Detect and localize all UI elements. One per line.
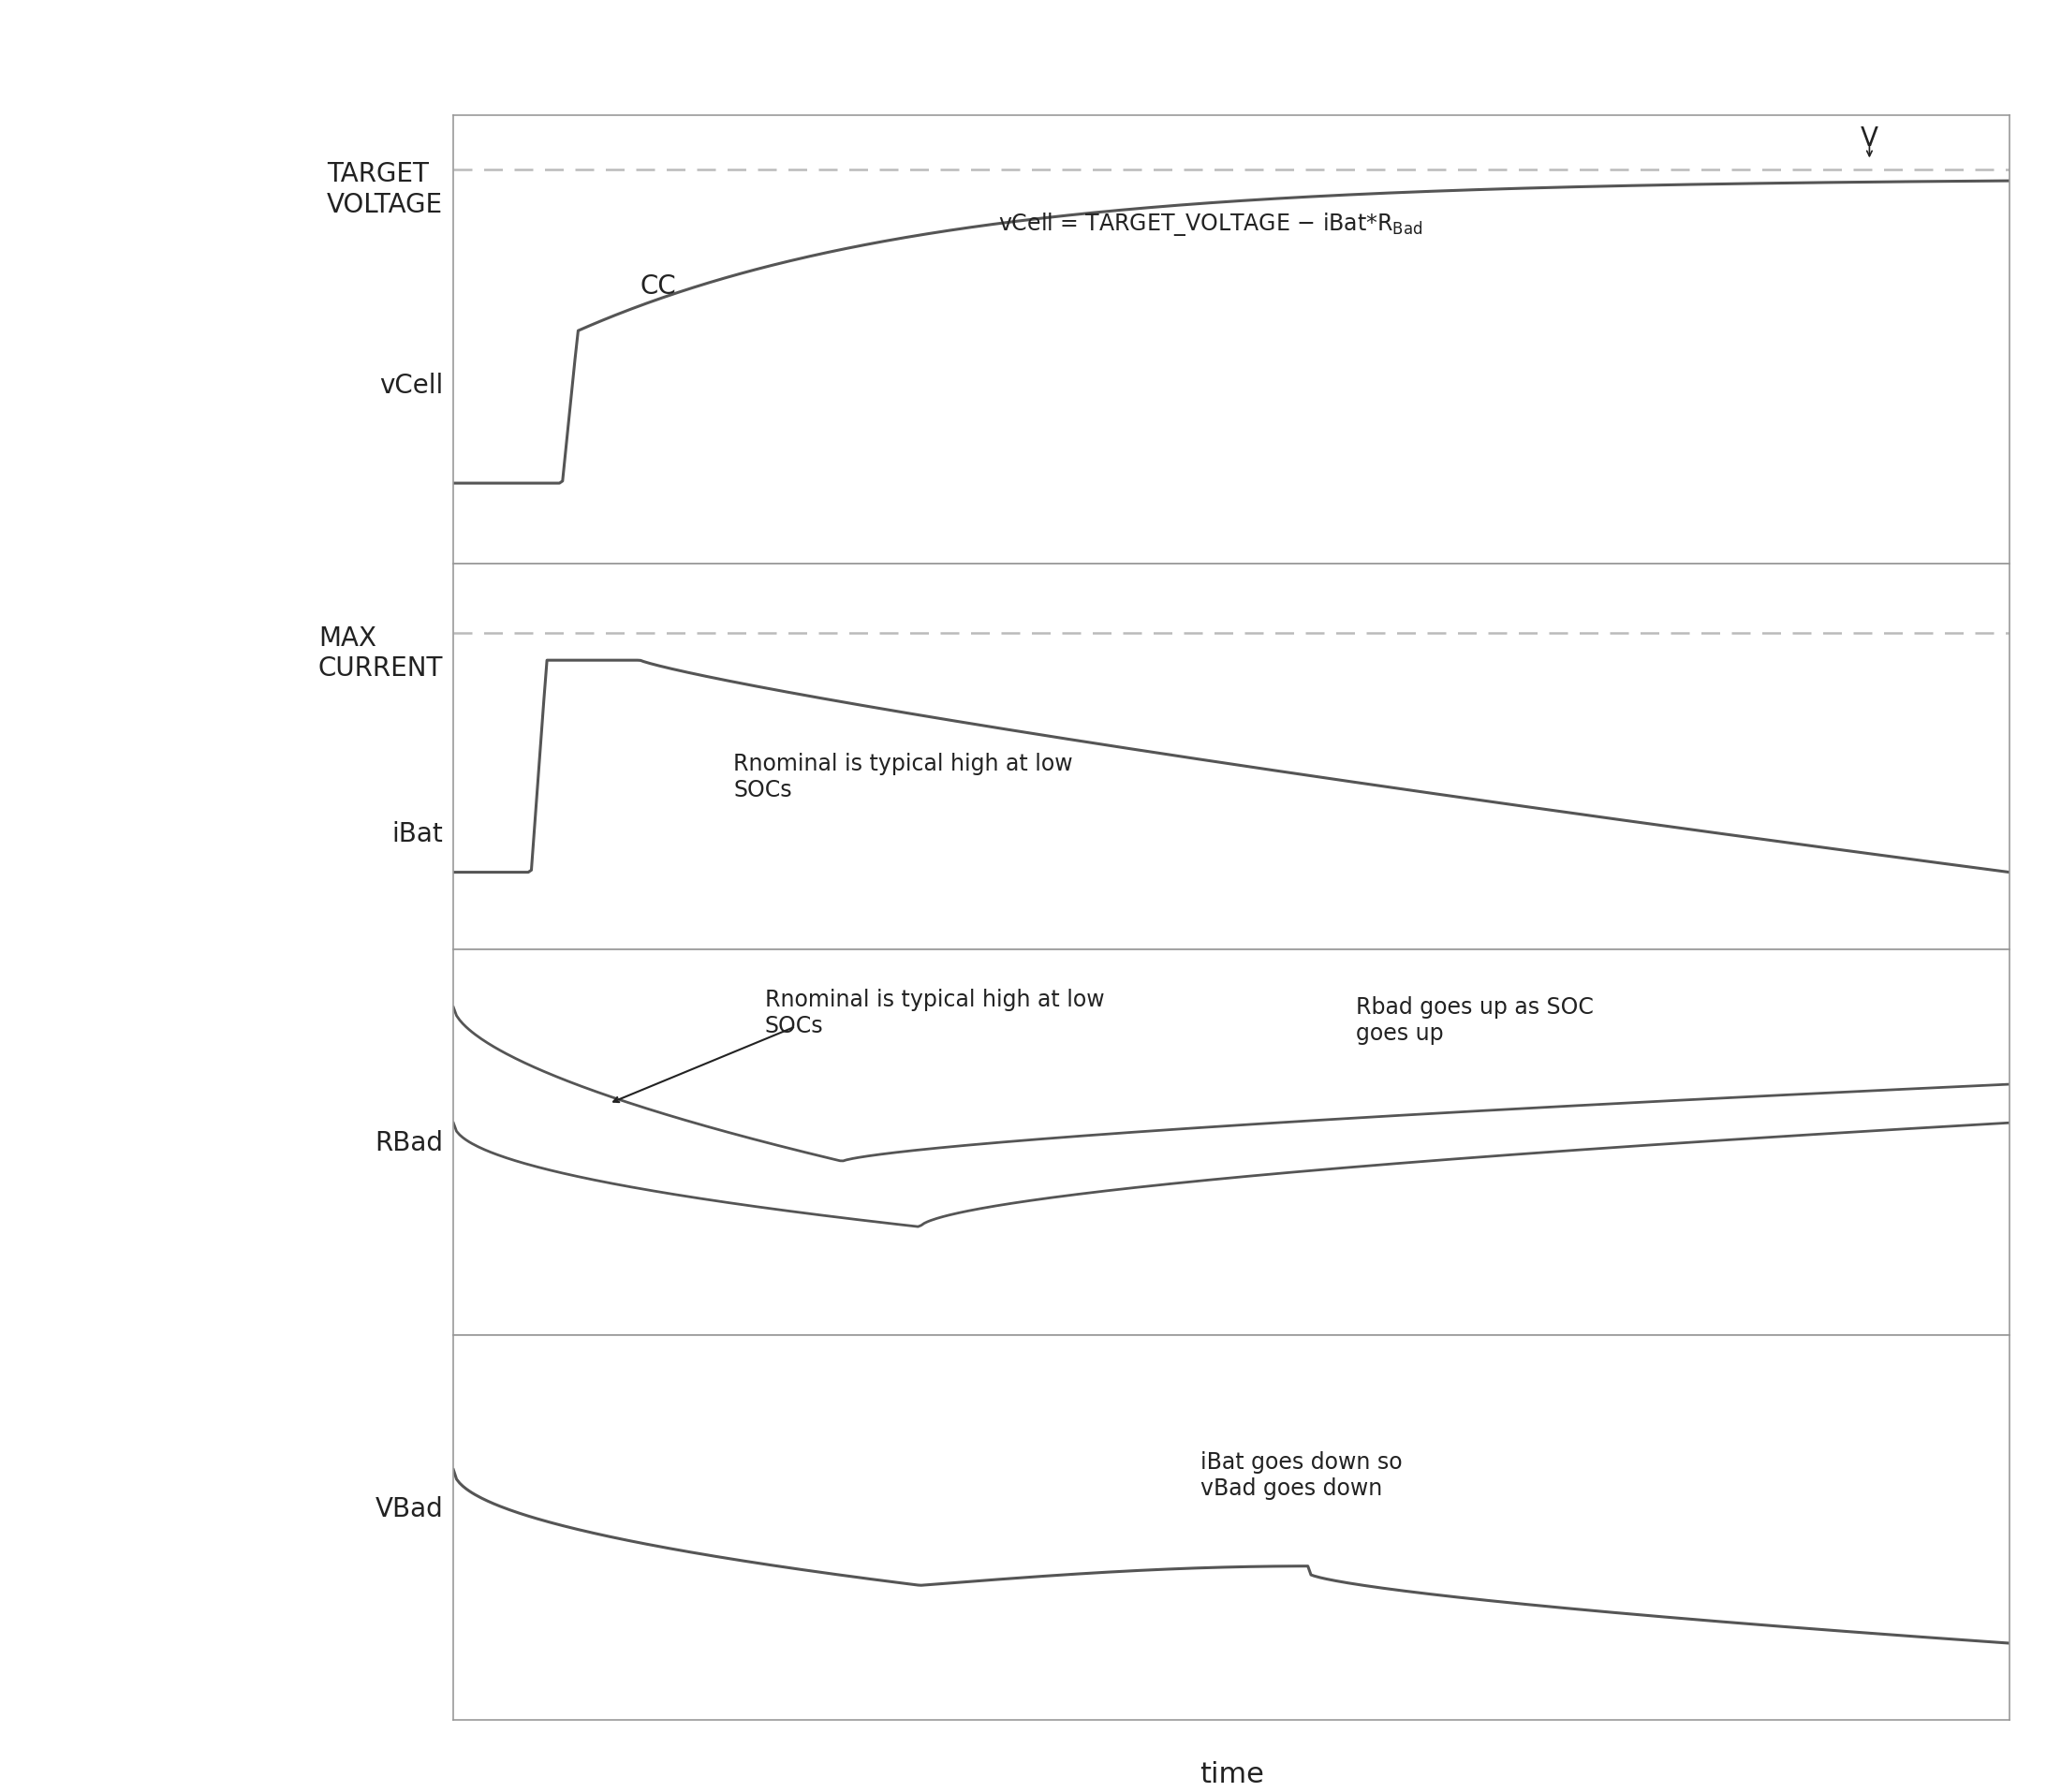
Text: iBat goes down so
vBad goes down: iBat goes down so vBad goes down xyxy=(1200,1452,1401,1500)
Text: Rnominal is typical high at low
SOCs: Rnominal is typical high at low SOCs xyxy=(765,989,1105,1038)
Text: CC: CC xyxy=(641,274,676,299)
Text: RBad: RBad xyxy=(375,1129,443,1156)
Text: TARGET
VOLTAGE: TARGET VOLTAGE xyxy=(328,161,443,219)
Text: V: V xyxy=(1861,125,1878,152)
Text: VBad: VBad xyxy=(375,1495,443,1521)
Text: time: time xyxy=(1200,1760,1263,1787)
Text: iBat: iBat xyxy=(392,821,443,848)
Text: vCell = TARGET_VOLTAGE $-$ iBat*R$_{\mathrm{Bad}}$: vCell = TARGET_VOLTAGE $-$ iBat*R$_{\mat… xyxy=(998,210,1422,238)
Text: Rnominal is typical high at low
SOCs: Rnominal is typical high at low SOCs xyxy=(734,753,1074,801)
Text: MAX
CURRENT: MAX CURRENT xyxy=(317,625,443,681)
Text: vCell: vCell xyxy=(379,373,443,398)
Text: Rbad goes up as SOC
goes up: Rbad goes up as SOC goes up xyxy=(1356,996,1593,1045)
